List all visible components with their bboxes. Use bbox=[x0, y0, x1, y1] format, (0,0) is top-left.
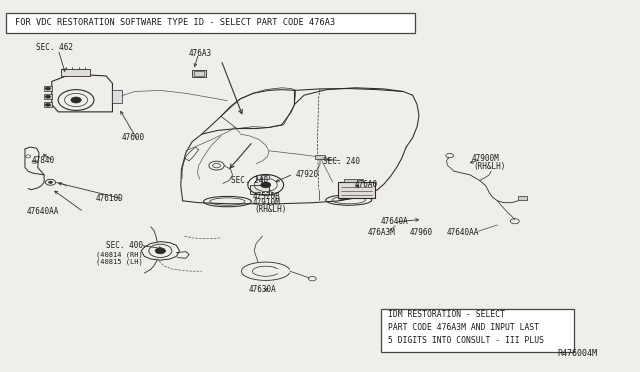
Bar bbox=[113, 90, 122, 103]
Bar bbox=[344, 179, 364, 182]
Text: 47640AA: 47640AA bbox=[26, 208, 59, 217]
Bar bbox=[250, 185, 269, 194]
Circle shape bbox=[156, 248, 166, 254]
Text: 47520B: 47520B bbox=[253, 192, 281, 201]
FancyBboxPatch shape bbox=[381, 309, 574, 352]
Bar bbox=[256, 175, 269, 179]
Text: (40815 (LH): (40815 (LH) bbox=[97, 259, 143, 265]
Text: (RH&LH): (RH&LH) bbox=[473, 162, 506, 171]
Text: 47640AA: 47640AA bbox=[447, 228, 479, 237]
Text: 47920: 47920 bbox=[296, 170, 319, 179]
Text: (40814 (RH): (40814 (RH) bbox=[97, 251, 143, 258]
Circle shape bbox=[45, 103, 51, 106]
Text: 5 DIGITS INTO CONSULT - III PLUS: 5 DIGITS INTO CONSULT - III PLUS bbox=[388, 336, 544, 345]
Bar bbox=[192, 70, 206, 77]
Text: 47840: 47840 bbox=[31, 155, 54, 164]
Bar bbox=[194, 71, 204, 76]
Text: (RH&LH): (RH&LH) bbox=[255, 205, 287, 214]
Circle shape bbox=[49, 181, 52, 183]
Text: SEC. 400: SEC. 400 bbox=[106, 241, 143, 250]
Bar bbox=[338, 182, 375, 198]
Bar bbox=[315, 155, 325, 159]
Text: IDM RESTORATION - SELECT: IDM RESTORATION - SELECT bbox=[388, 311, 505, 320]
Text: 476A0: 476A0 bbox=[355, 180, 378, 189]
Circle shape bbox=[260, 182, 271, 188]
Text: 47630A: 47630A bbox=[248, 285, 276, 294]
Bar bbox=[44, 102, 52, 108]
Text: 476A3: 476A3 bbox=[189, 49, 212, 58]
Text: R476004M: R476004M bbox=[558, 349, 598, 358]
Text: 476A3M: 476A3M bbox=[368, 228, 396, 237]
Text: SEC. 462: SEC. 462 bbox=[36, 42, 73, 51]
FancyBboxPatch shape bbox=[6, 13, 415, 33]
Text: 47910M: 47910M bbox=[253, 198, 281, 207]
Text: SEC. 240: SEC. 240 bbox=[323, 157, 360, 166]
Text: SEC. 240: SEC. 240 bbox=[230, 176, 268, 185]
Bar bbox=[44, 86, 52, 91]
Text: 47900M: 47900M bbox=[472, 154, 500, 163]
Text: PART CODE 476A3M AND INPUT LAST: PART CODE 476A3M AND INPUT LAST bbox=[388, 323, 539, 332]
Circle shape bbox=[45, 95, 51, 98]
Bar bbox=[518, 196, 527, 200]
Text: 47640A: 47640A bbox=[381, 218, 408, 227]
Text: FOR VDC RESTORATION SOFTWARE TYPE ID - SELECT PART CODE 476A3: FOR VDC RESTORATION SOFTWARE TYPE ID - S… bbox=[15, 19, 335, 28]
Bar bbox=[61, 69, 90, 76]
Text: 47600: 47600 bbox=[122, 133, 145, 142]
Bar bbox=[44, 94, 52, 99]
Circle shape bbox=[45, 87, 51, 90]
Text: 47960: 47960 bbox=[410, 228, 433, 237]
Text: 47610D: 47610D bbox=[95, 195, 123, 203]
Circle shape bbox=[71, 97, 81, 103]
